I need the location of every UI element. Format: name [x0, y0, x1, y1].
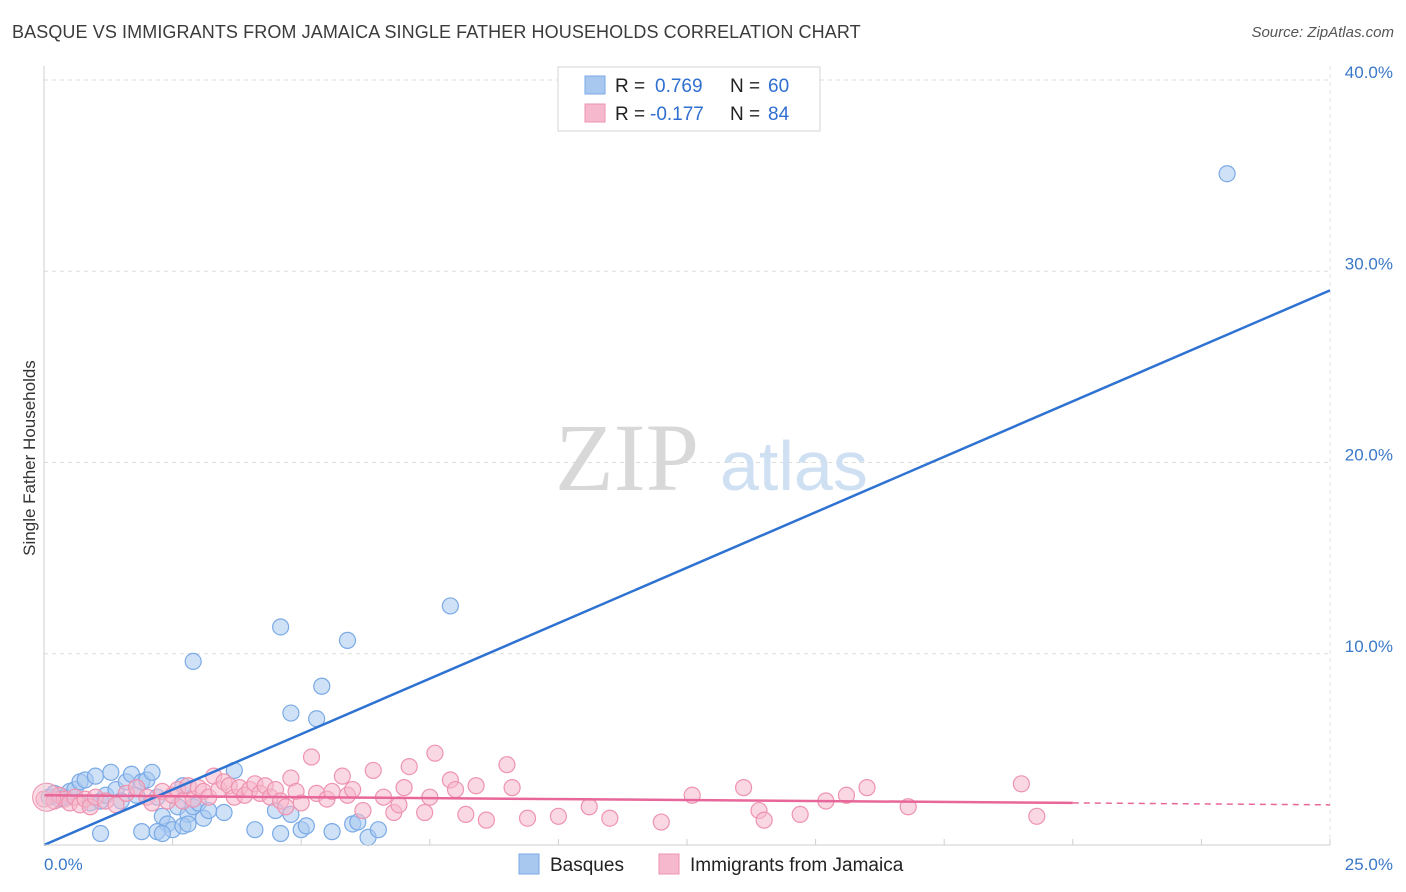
- point-jamaica: [518, 809, 537, 827]
- legend-n-value-2: 84: [768, 104, 790, 125]
- points-layer: [32, 165, 1236, 846]
- point-jamaica: [277, 798, 295, 816]
- point-jamaica: [344, 780, 362, 799]
- point-jamaica: [292, 794, 310, 812]
- bottom-legend-swatch-basques: [518, 853, 540, 875]
- point-basques: [143, 763, 161, 781]
- legend-swatch-jamaica: [584, 103, 606, 123]
- point-jamaica: [446, 780, 465, 799]
- legend-n-label-1: N =: [730, 76, 760, 97]
- point-jamaica: [416, 803, 434, 822]
- point-jamaica: [467, 777, 485, 795]
- point-jamaica: [791, 805, 809, 824]
- point-jamaica: [457, 805, 475, 824]
- x-tick-label-min: 0.0%: [44, 855, 83, 874]
- bottom-legend-swatch-jamaica: [658, 853, 680, 875]
- point-basques: [297, 817, 315, 835]
- legend-r-label-2: R =: [615, 104, 645, 125]
- point-jamaica: [652, 813, 670, 831]
- axes: 10.0% 20.0% 30.0% 40.0% 0.0% 25.0%: [43, 63, 1393, 874]
- point-jamaica: [1028, 807, 1046, 825]
- point-jamaica: [734, 779, 753, 797]
- point-jamaica: [837, 786, 856, 804]
- point-basques: [153, 824, 171, 843]
- point-jamaica: [858, 779, 876, 797]
- point-basques: [179, 815, 197, 833]
- point-jamaica: [426, 744, 444, 762]
- point-jamaica: [1012, 775, 1030, 793]
- legend-n-value-1: 60: [768, 76, 789, 97]
- point-basques: [441, 597, 459, 615]
- watermark-atlas: atlas: [720, 427, 868, 505]
- point-basques: [338, 631, 357, 649]
- bottom-legend: Basques Immigrants from Jamaica: [518, 853, 904, 876]
- point-basques: [184, 652, 202, 671]
- legend-n-label-2: N =: [730, 104, 760, 125]
- legend-swatch-basques: [584, 75, 606, 95]
- point-basques: [133, 823, 151, 841]
- point-basques: [323, 823, 341, 841]
- top-legend: R = 0.769 N = 60 R = -0.177 N = 84: [557, 66, 821, 132]
- point-jamaica: [302, 748, 321, 766]
- trend-line-basques: [43, 289, 1331, 847]
- y-tick-label: 30.0%: [1345, 254, 1393, 273]
- point-basques: [282, 704, 300, 722]
- point-jamaica: [390, 796, 408, 814]
- y-tick-label: 20.0%: [1345, 446, 1393, 465]
- point-jamaica: [503, 779, 521, 797]
- point-basques: [86, 767, 105, 785]
- point-basques: [102, 763, 120, 781]
- legend-r-value-2: -0.177: [650, 104, 704, 125]
- point-jamaica: [601, 809, 619, 827]
- point-cluster: [32, 782, 62, 812]
- point-jamaica: [498, 756, 516, 774]
- point-jamaica: [549, 807, 568, 825]
- point-jamaica: [400, 757, 418, 776]
- point-basques: [246, 821, 264, 839]
- point-jamaica: [755, 811, 773, 829]
- point-jamaica: [580, 798, 598, 816]
- point-basques: [215, 803, 233, 822]
- point-basques: [369, 821, 387, 839]
- point-jamaica: [354, 801, 372, 820]
- point-basques: [313, 677, 331, 695]
- bottom-legend-basques: Basques: [550, 855, 624, 876]
- point-basques: [272, 824, 290, 843]
- trend-line-jamaica-extension: [1072, 802, 1331, 806]
- trend-lines: [43, 289, 1331, 847]
- point-basques: [91, 824, 110, 843]
- x-tick-label-max: 25.0%: [1345, 855, 1393, 874]
- point-basques: [1218, 165, 1236, 183]
- bottom-legend-jamaica: Immigrants from Jamaica: [690, 855, 904, 876]
- legend-r-value-1: 0.769: [655, 76, 703, 97]
- y-axis-label: Single Father Households: [20, 360, 39, 556]
- point-jamaica: [395, 779, 413, 797]
- point-jamaica: [333, 767, 351, 785]
- chart-title: BASQUE VS IMMIGRANTS FROM JAMAICA SINGLE…: [12, 22, 861, 42]
- point-jamaica: [477, 811, 495, 829]
- chart-source: Source: ZipAtlas.com: [1251, 24, 1394, 41]
- y-tick-label: 40.0%: [1345, 63, 1393, 82]
- point-jamaica: [364, 761, 382, 780]
- trend-line-jamaica: [43, 794, 1073, 805]
- legend-r-label-1: R =: [615, 76, 645, 97]
- point-basques: [272, 618, 290, 636]
- y-tick-label: 10.0%: [1345, 637, 1393, 656]
- watermark-zip: ZIP: [555, 404, 699, 511]
